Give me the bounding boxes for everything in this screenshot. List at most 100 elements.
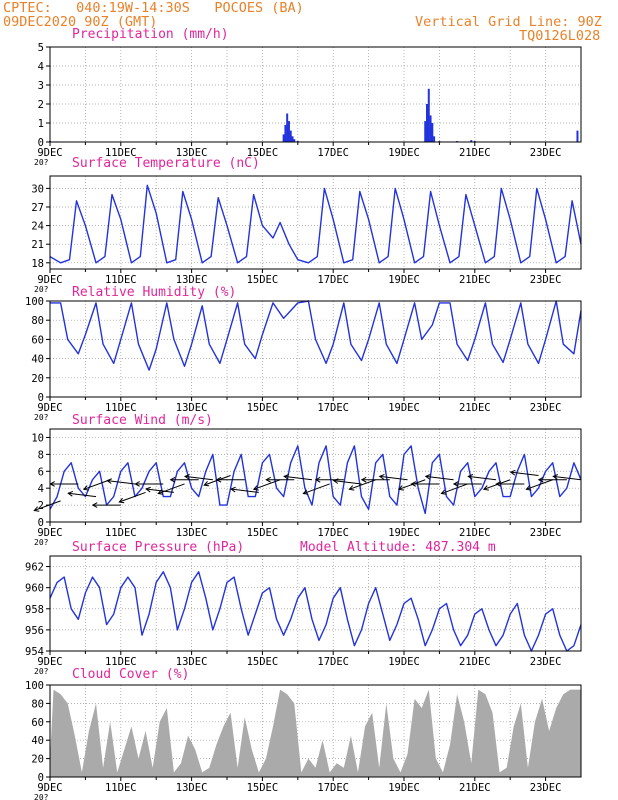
panel-1-frame: [49, 46, 582, 143]
panel-2-ytick-label-0: 18: [31, 258, 44, 270]
panel-4-wind-arrowhead-6: [118, 497, 125, 504]
panel-4-wind-arrow-20: [333, 480, 362, 485]
panel-4-wind-arrowhead-23: [378, 474, 385, 480]
panel-3-xtick-label-3: 15DEC: [247, 402, 279, 414]
panel-4-xtick-label-0: 9DEC: [37, 527, 62, 539]
panel-4-xtick-label-4: 17DEC: [317, 527, 349, 539]
panel-5-xtick-label-3: 15DEC: [247, 656, 279, 668]
panel-4-wind-arrowhead-35: [552, 474, 559, 480]
panel-4-xtick-label-1: 11DEC: [105, 527, 137, 539]
panel-4-xtick-label-6: 21DEC: [459, 527, 491, 539]
panel-5-ytick-label-3: 960: [25, 583, 44, 595]
run-time-header: 09DEC2020 90Z (GMT): [3, 14, 158, 30]
panel-5-xtick-label-2: 13DEC: [176, 656, 208, 668]
panel-4-wind-arrowhead-19: [314, 476, 321, 483]
panel-6-xtick-label-4: 17DEC: [317, 782, 349, 794]
panel-1-bar-11: [426, 104, 429, 142]
panel-1-bar-14: [431, 123, 434, 142]
panel-3-xtick-label-4: 17DEC: [317, 402, 349, 414]
panel-1-bar-6: [289, 130, 292, 142]
panel-4-wind-arrowhead-7: [134, 481, 140, 487]
panel-3-xtick-label-2: 13DEC: [176, 402, 208, 414]
panel-1-ytick-label-2: 2: [38, 99, 44, 111]
panel-4-wind-arrowhead-31: [495, 481, 501, 487]
panel-1-bar-15: [433, 136, 436, 142]
panel-1-xtick-label-2: 13DEC: [176, 147, 208, 159]
panel-1-ytick-label-5: 5: [38, 42, 44, 54]
panel-1-bar-7: [291, 136, 294, 142]
panel-6-ytick-label-1: 20: [31, 754, 44, 766]
panel-6-ytick-label-5: 100: [25, 680, 44, 692]
panel-4-wind-arrow-33: [526, 479, 553, 490]
panel-4-wind-arrow-26: [425, 475, 454, 481]
panel-4-wind-arrowhead-25: [410, 481, 417, 487]
panel-2-ytick-label-1: 21: [31, 239, 44, 251]
panel-4-wind-arrowhead-15: [252, 485, 259, 491]
panel-3-xtick-label-0: 9DEC: [37, 402, 62, 414]
panel-3-ytick-label-4: 80: [31, 315, 44, 327]
panel-3-ytick-label-2: 40: [31, 354, 44, 366]
panel-4-wind-arrowhead-28: [452, 481, 459, 487]
panel-2-xtick-label-7: 23DEC: [530, 274, 562, 286]
panel-2-ytick-label-2: 24: [31, 221, 44, 233]
panel-4-wind-arrowhead-34: [537, 476, 544, 483]
panel-4-wind-arrowhead-32: [509, 469, 516, 476]
panel-5-frame: [49, 555, 582, 652]
panel-2-xtick-label-3: 15DEC: [247, 274, 279, 286]
panel-3-xtick-label-1: 11DEC: [105, 402, 137, 414]
panel-5-xtick-label-5: 19DEC: [388, 656, 420, 668]
panel-4-wind-arrow-11: [184, 475, 213, 481]
grid-line-note: Vertical Grid Line: 90Z: [415, 14, 602, 30]
panel-1-xtick-label-4: 17DEC: [317, 147, 349, 159]
panel-4-wind-arrow-17: [284, 475, 313, 481]
panel-5-title: Surface Pressure (hPa): [72, 540, 244, 555]
panel-3-ytick-label-3: 60: [31, 334, 44, 346]
panel-1-xtick-label-6: 21DEC: [459, 147, 491, 159]
panel-2-frame: [49, 175, 582, 270]
panel-6-xtick-label-1: 11DEC: [105, 782, 137, 794]
panel-4-wind-arrowhead-11: [184, 474, 190, 480]
panel-2-xtick-label-6: 21DEC: [459, 274, 491, 286]
panel-1-ytick-label-1: 1: [38, 118, 44, 130]
panel-4-wind-arrow-9: [158, 483, 185, 495]
panel-1-xtick-label-1: 11DEC: [105, 147, 137, 159]
panel-5-xtick-label-4: 17DEC: [317, 656, 349, 668]
panel-5-ytick-label-1: 956: [25, 625, 44, 637]
panel-4-xtick-label-2: 13DEC: [176, 527, 208, 539]
panel-2-xtick-label-1: 11DEC: [105, 274, 137, 286]
panel-4-wind-arrowhead-5: [106, 478, 112, 484]
panel-4-wind-arrowhead-4: [91, 502, 98, 508]
panel-5-xtick-label-1: 11DEC: [105, 656, 137, 668]
panel-4-wind-arrow-27: [441, 483, 468, 495]
panel-2-ytick-label-3: 27: [31, 202, 44, 214]
panel-4-xtick-label-3: 15DEC: [247, 527, 279, 539]
panel-4-wind-arrowhead-26: [424, 474, 431, 480]
panel-4-wind-arrowhead-18: [302, 489, 309, 495]
panel-2-xtick-label-2: 13DEC: [176, 274, 208, 286]
panel-5-xtick-label-7: 23DEC: [530, 656, 562, 668]
panel-4-wind-arrowhead-24: [397, 485, 404, 491]
panel-3-ytick-label-0: 0: [38, 392, 44, 404]
panel-4-wind-arrow-14: [231, 488, 259, 493]
panel-4-wind-arrowhead-30: [482, 485, 489, 491]
panel-3-frame: [49, 300, 582, 398]
panel-1-title: Precipitation (mm/h): [72, 27, 229, 42]
panel-4-wind-arrow-0: [34, 500, 61, 511]
panel-6-frame: [49, 684, 582, 778]
panel-4-xtick-label-7: 23DEC: [530, 527, 562, 539]
panel-2-series-line: [49, 184, 582, 264]
panel-1-xtick-label-7: 23DEC: [530, 147, 562, 159]
model-code: TQ0126L028: [519, 28, 601, 44]
panel-2-ytick-label-4: 30: [31, 183, 44, 195]
panel-1-xtick-label-3: 15DEC: [247, 147, 279, 159]
panel-4-wind-arrow-8: [146, 488, 174, 493]
panel-3-series-line: [50, 300, 582, 371]
panel-1-year-mark: 20?: [34, 158, 49, 167]
panel-1-bar-3: [284, 124, 287, 142]
panel-4-wind-arrow-18: [303, 483, 330, 495]
panel-2-year-mark: 20?: [34, 285, 49, 294]
panel-4-wind-arrowhead-22: [360, 476, 367, 483]
panel-4-wind-arrowhead-21: [348, 485, 355, 491]
panel-6-xtick-label-0: 9DEC: [37, 782, 62, 794]
